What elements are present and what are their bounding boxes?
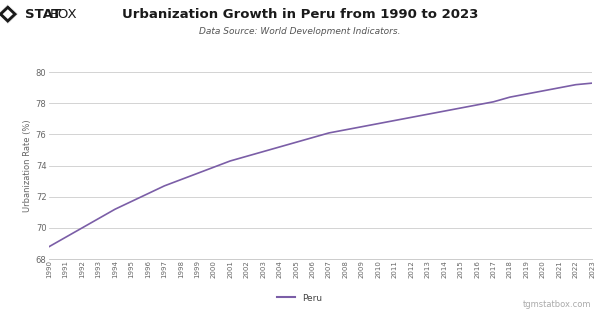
Y-axis label: Urbanization Rate (%): Urbanization Rate (%): [23, 119, 32, 212]
Text: BOX: BOX: [50, 8, 77, 21]
Text: tgmstatbox.com: tgmstatbox.com: [523, 300, 591, 309]
Text: Data Source: World Development Indicators.: Data Source: World Development Indicator…: [199, 27, 401, 36]
Text: STAT: STAT: [25, 8, 61, 21]
Text: Urbanization Growth in Peru from 1990 to 2023: Urbanization Growth in Peru from 1990 to…: [122, 8, 478, 21]
Legend: Peru: Peru: [274, 290, 326, 306]
